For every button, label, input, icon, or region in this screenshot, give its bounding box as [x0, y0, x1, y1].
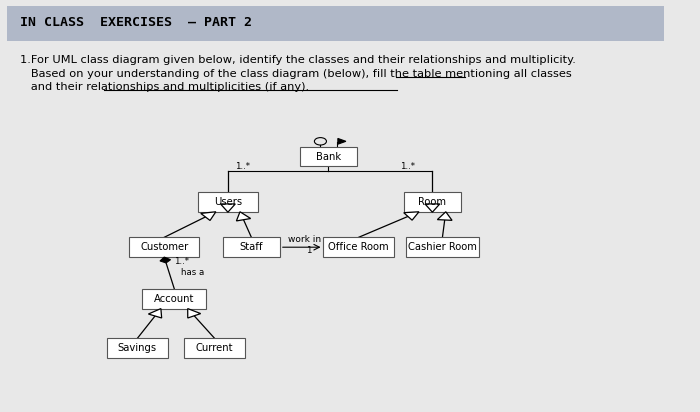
Text: IN CLASS  EXERCISES  – PART 2: IN CLASS EXERCISES – PART 2: [20, 16, 252, 29]
Text: has a: has a: [181, 269, 204, 277]
Text: Room: Room: [419, 197, 447, 207]
FancyBboxPatch shape: [7, 6, 664, 41]
Polygon shape: [148, 309, 162, 318]
Polygon shape: [438, 212, 452, 220]
Polygon shape: [220, 204, 235, 212]
FancyBboxPatch shape: [223, 237, 280, 257]
FancyBboxPatch shape: [300, 147, 357, 166]
Text: Account: Account: [154, 294, 195, 304]
Text: Bank: Bank: [316, 152, 341, 162]
Polygon shape: [237, 212, 251, 221]
FancyBboxPatch shape: [405, 237, 480, 257]
Text: Users: Users: [214, 197, 242, 207]
Text: Customer: Customer: [140, 242, 188, 252]
FancyBboxPatch shape: [404, 192, 461, 212]
Text: Based on your understanding of the class diagram (below), fill the table mention: Based on your understanding of the class…: [20, 69, 572, 79]
FancyBboxPatch shape: [323, 237, 394, 257]
FancyBboxPatch shape: [106, 338, 168, 358]
Text: work in: work in: [288, 235, 321, 244]
Text: 1..*: 1..*: [400, 162, 415, 171]
Text: 1..*: 1..*: [234, 162, 250, 171]
Polygon shape: [188, 309, 201, 318]
Text: 1..*: 1..*: [174, 257, 188, 266]
Polygon shape: [425, 204, 440, 212]
Text: Staff: Staff: [239, 242, 263, 252]
Text: Savings: Savings: [118, 343, 157, 353]
Text: Cashier Room: Cashier Room: [408, 242, 477, 252]
Text: 1.For UML class diagram given below, identify the classes and their relationship: 1.For UML class diagram given below, ide…: [20, 55, 576, 65]
Polygon shape: [201, 212, 216, 220]
Text: Current: Current: [196, 343, 233, 353]
Polygon shape: [160, 257, 171, 263]
Text: 1: 1: [306, 246, 311, 255]
FancyBboxPatch shape: [129, 237, 200, 257]
Text: and their relationships and multiplicities (if any).: and their relationships and multipliciti…: [20, 82, 309, 92]
FancyBboxPatch shape: [198, 192, 258, 212]
FancyBboxPatch shape: [183, 338, 245, 358]
Polygon shape: [338, 138, 346, 144]
Polygon shape: [404, 212, 419, 220]
FancyBboxPatch shape: [142, 289, 206, 309]
Text: Office Room: Office Room: [328, 242, 389, 252]
